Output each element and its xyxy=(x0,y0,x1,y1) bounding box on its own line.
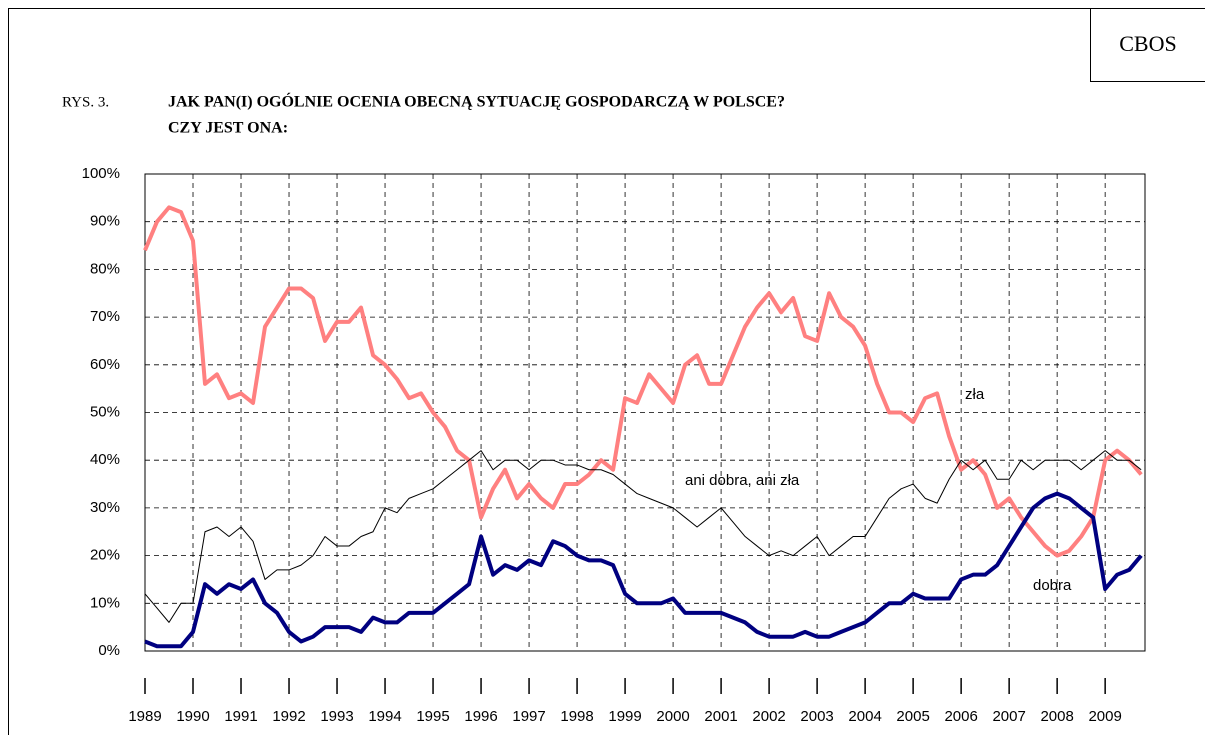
x-tick-label: 1998 xyxy=(560,708,593,725)
chart-title: CZY JEST ONA: xyxy=(168,120,288,137)
x-tick-label: 2005 xyxy=(896,708,929,725)
y-tick-label: 60% xyxy=(90,356,120,373)
x-tick-label: 2007 xyxy=(992,708,1025,725)
y-tick-label: 100% xyxy=(82,165,120,182)
figure-label: RYS. 3. xyxy=(62,94,109,110)
x-tick-label: 1992 xyxy=(272,708,305,725)
y-tick-label: 80% xyxy=(90,260,120,277)
y-tick-label: 20% xyxy=(90,547,120,564)
x-tick-label: 1996 xyxy=(464,708,497,725)
series-label: zła xyxy=(965,386,985,403)
y-tick-label: 10% xyxy=(90,594,120,611)
x-tick-label: 2003 xyxy=(800,708,833,725)
series-label: dobra xyxy=(1033,577,1072,594)
y-tick-label: 90% xyxy=(90,213,120,230)
series-line xyxy=(144,491,1143,649)
x-tick-label: 1993 xyxy=(320,708,353,725)
source-box xyxy=(1090,8,1205,82)
series-line xyxy=(144,450,1142,623)
x-tick-label: 2008 xyxy=(1040,708,1073,725)
x-tick-label: 2004 xyxy=(848,708,881,725)
plot-border xyxy=(144,173,1146,652)
y-tick-label: 30% xyxy=(90,499,120,516)
y-tick-label: 70% xyxy=(90,308,120,325)
source: CBOS xyxy=(1119,31,1176,56)
x-tick-label: 1999 xyxy=(608,708,641,725)
x-tick-label: 1997 xyxy=(512,708,545,725)
x-tick-label: 1991 xyxy=(224,708,257,725)
x-tick-label: 1995 xyxy=(416,708,449,725)
x-tick-label: 2000 xyxy=(656,708,689,725)
y-tick-label: 40% xyxy=(90,451,120,468)
series-line xyxy=(143,205,1143,558)
x-tick-label: 1989 xyxy=(128,708,161,725)
x-tick-label: 1990 xyxy=(176,708,209,725)
x-tick-label: 2001 xyxy=(704,708,737,725)
x-tick-label: 2006 xyxy=(944,708,977,725)
chart-title: JAK PAN(I) OGÓLNIE OCENIA OBECNĄ SYTUACJ… xyxy=(168,92,785,111)
x-tick-label: 2002 xyxy=(752,708,785,725)
x-tick-label: 2009 xyxy=(1088,708,1121,725)
series-label: ani dobra, ani zła xyxy=(685,472,800,489)
y-tick-label: 50% xyxy=(90,403,120,420)
frame xyxy=(8,8,1205,735)
x-tick-label: 1994 xyxy=(368,708,401,725)
y-tick-label: 0% xyxy=(98,642,120,659)
